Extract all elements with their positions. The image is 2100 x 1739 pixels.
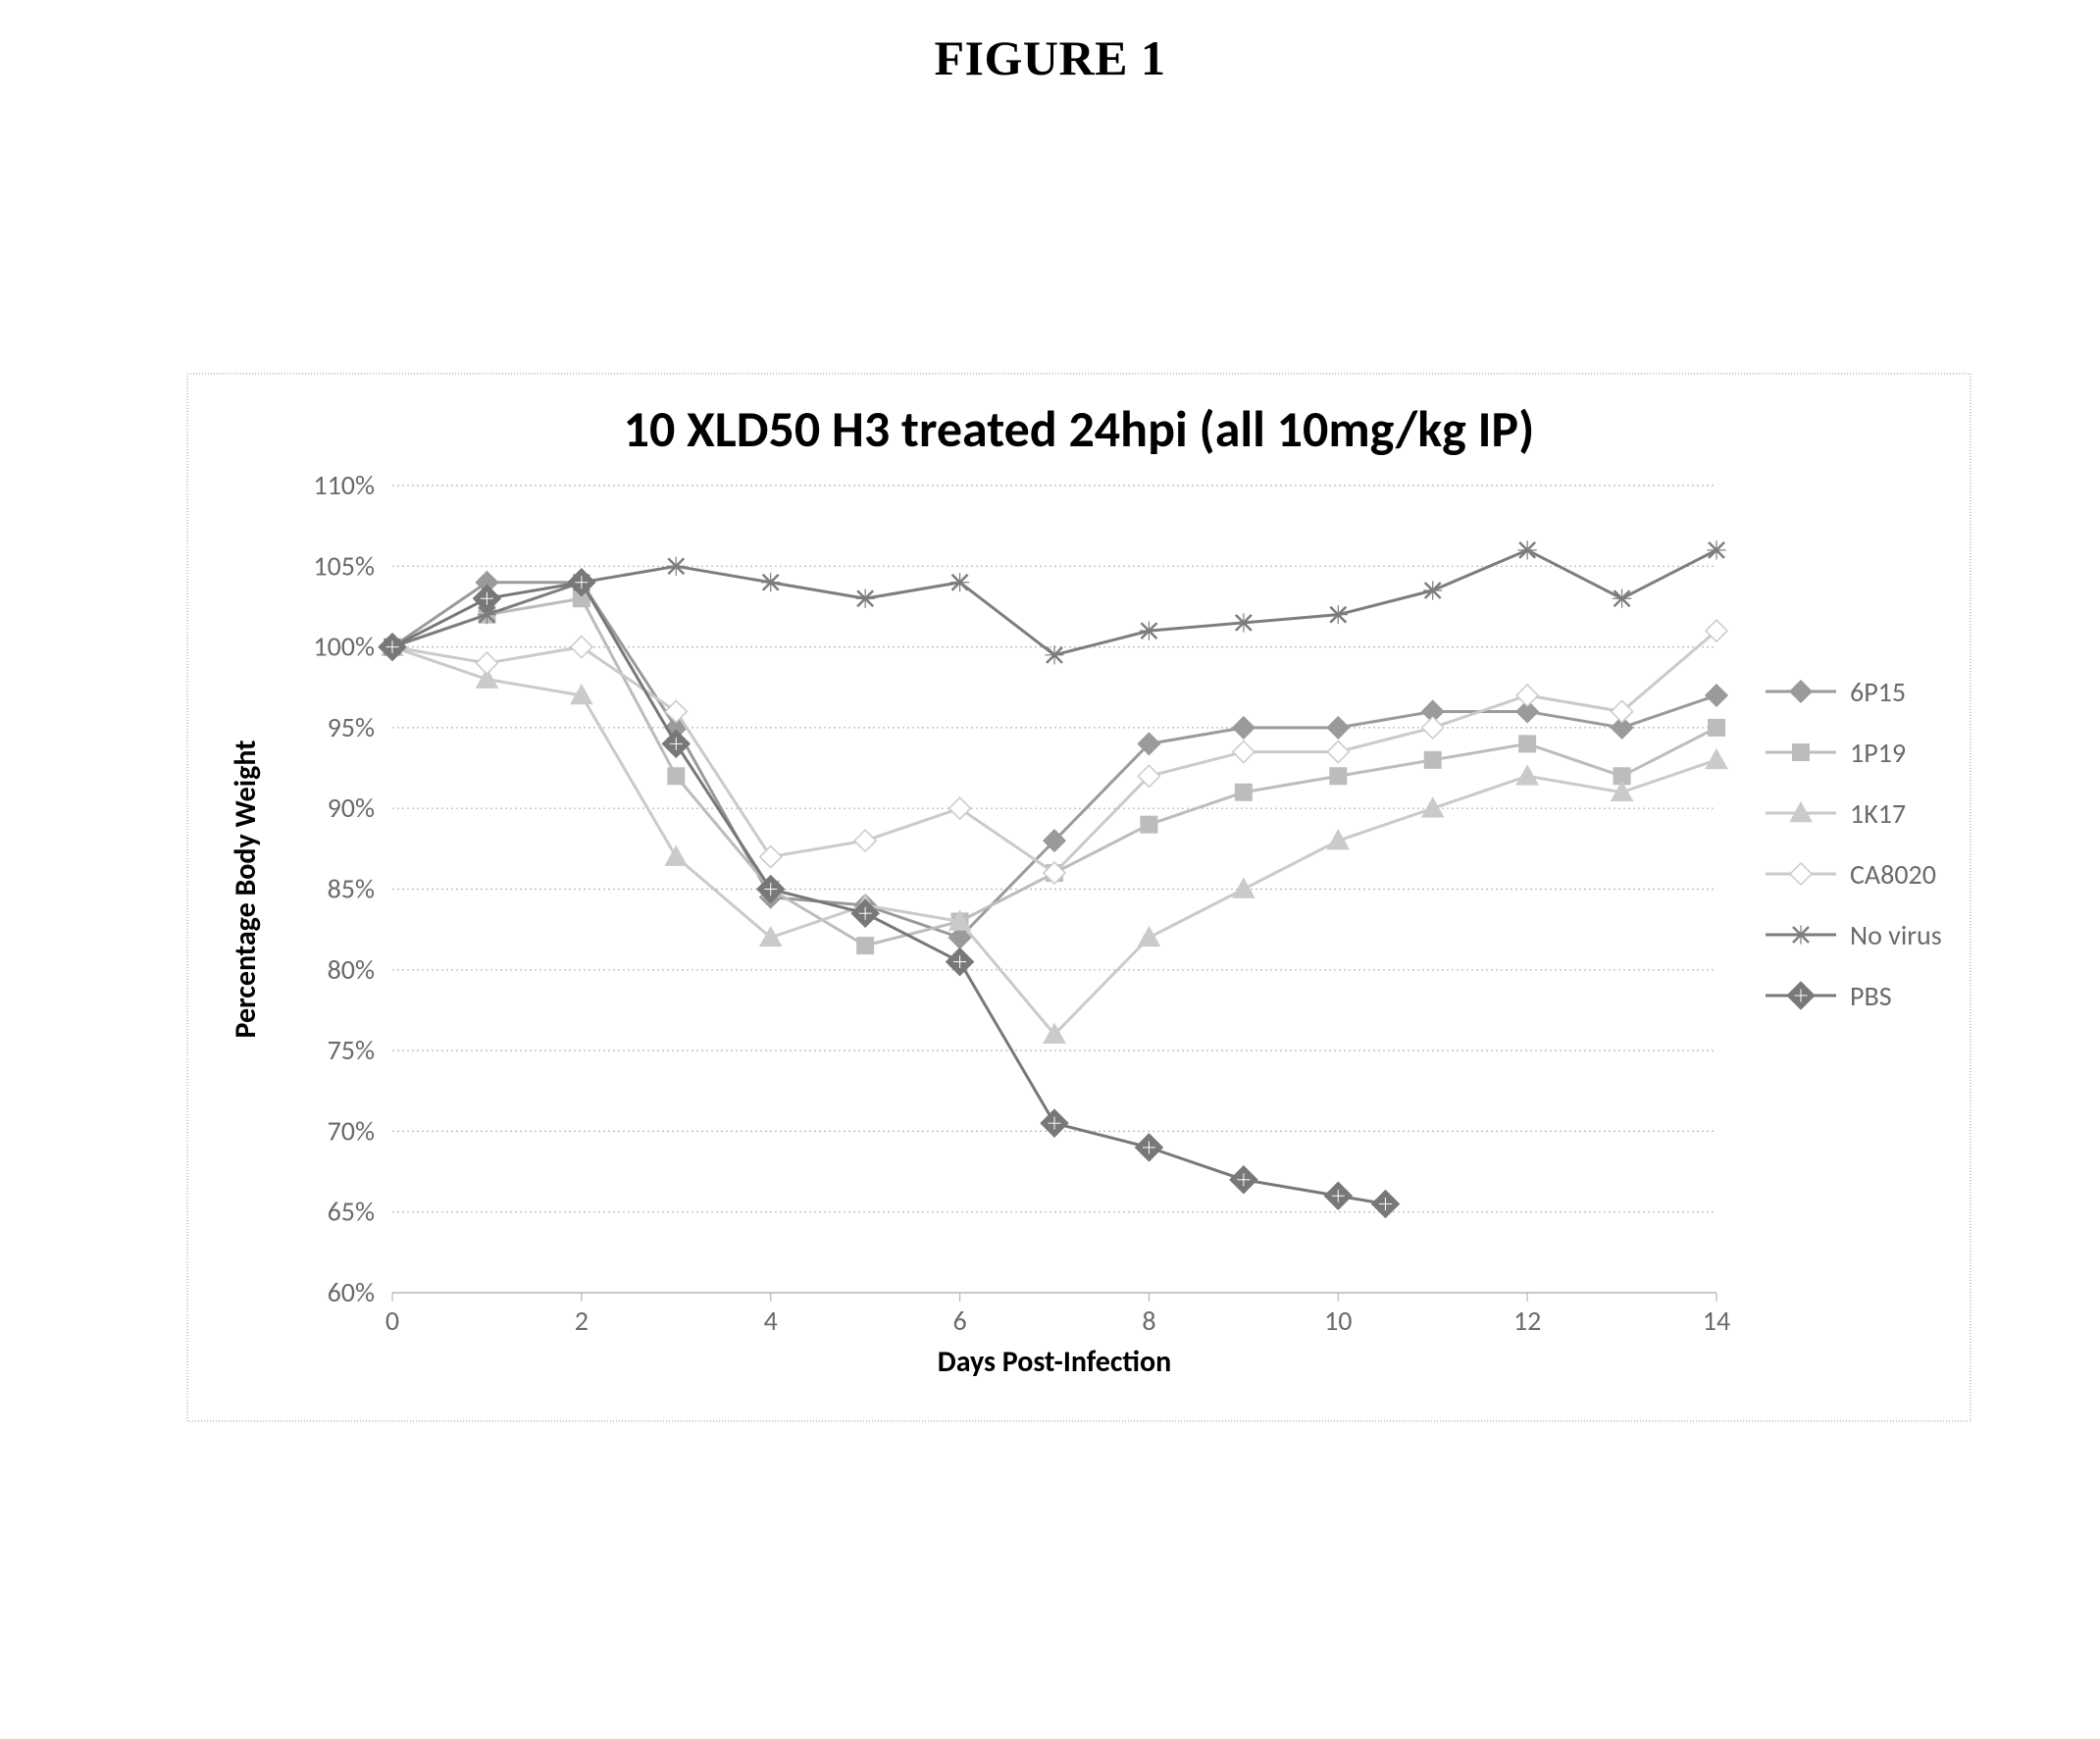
- svg-text:60%: 60%: [328, 1275, 375, 1309]
- svg-text:0: 0: [385, 1304, 399, 1338]
- svg-text:65%: 65%: [328, 1195, 375, 1229]
- legend-label: CA8020: [1850, 857, 1936, 892]
- svg-text:12: 12: [1513, 1304, 1541, 1338]
- svg-text:2: 2: [575, 1304, 589, 1338]
- legend-entry-1K17: 1K17: [1766, 796, 1906, 831]
- svg-text:85%: 85%: [328, 872, 375, 906]
- legend-entry-6P15: 6P15: [1766, 675, 1906, 709]
- legend-label: PBS: [1850, 979, 1892, 1013]
- legend-entry-1P19: 1P19: [1766, 736, 1906, 770]
- legend-entry-No virus: No virus: [1766, 918, 1942, 952]
- svg-text:75%: 75%: [328, 1033, 375, 1067]
- legend-label: 1K17: [1850, 796, 1906, 831]
- page: FIGURE 1 10 XLD50 H3 treated 24hpi (all …: [0, 0, 2100, 1739]
- chart-svg: 60% 65% 70% 75% 80% 85% 90% 95% 100% 105% 110% 0 2 4 6…: [186, 373, 1972, 1422]
- legend-label: 6P15: [1850, 675, 1906, 709]
- svg-text:70%: 70%: [328, 1113, 375, 1148]
- svg-text:14: 14: [1703, 1304, 1730, 1338]
- svg-text:105%: 105%: [313, 548, 375, 583]
- svg-text:Percentage Body Weight: Percentage Body Weight: [228, 740, 264, 1038]
- svg-text:95%: 95%: [328, 710, 375, 744]
- svg-text:4: 4: [764, 1304, 778, 1338]
- svg-text:90%: 90%: [328, 791, 375, 825]
- svg-text:110%: 110%: [313, 468, 375, 502]
- svg-text:Days Post-Infection: Days Post-Infection: [938, 1344, 1171, 1380]
- chart-frame: 10 XLD50 H3 treated 24hpi (all 10mg/kg I…: [186, 373, 1972, 1422]
- svg-text:10: 10: [1324, 1304, 1352, 1338]
- svg-text:100%: 100%: [313, 630, 375, 664]
- series-6P15: [382, 572, 1727, 948]
- svg-text:80%: 80%: [328, 952, 375, 987]
- legend-label: 1P19: [1850, 736, 1906, 770]
- legend-label: No virus: [1850, 918, 1942, 952]
- legend-entry-PBS: PBS: [1766, 979, 1892, 1013]
- legend-entry-CA8020: CA8020: [1766, 857, 1936, 892]
- svg-text:6: 6: [952, 1304, 966, 1338]
- figure-label: FIGURE 1: [0, 29, 2100, 86]
- svg-text:8: 8: [1142, 1304, 1155, 1338]
